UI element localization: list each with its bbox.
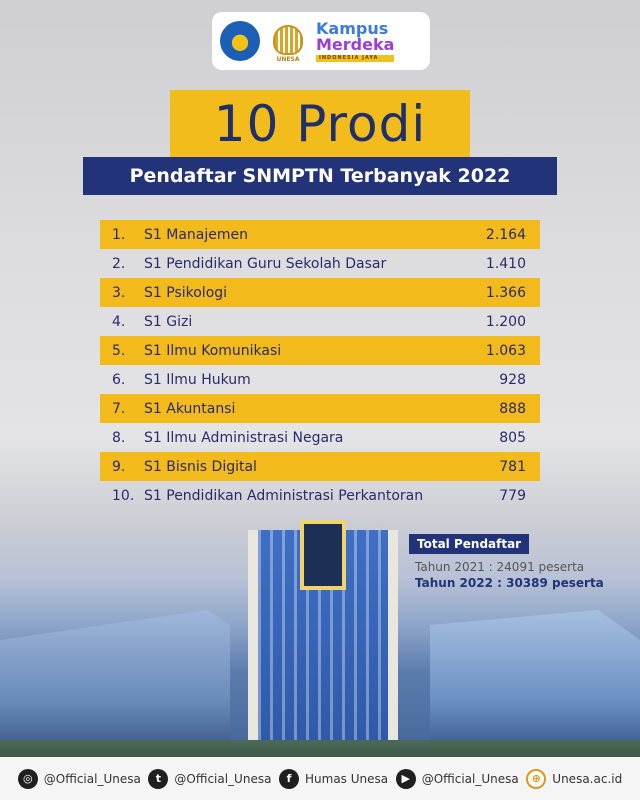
total-2021: Tahun 2021 : 24091 peserta [415, 560, 585, 574]
kampus-merdeka-line2: Merdeka [316, 34, 395, 54]
footer-facebook[interactable]: f Humas Unesa [279, 768, 389, 789]
table-row: 7. S1 Akuntansi 888 [100, 394, 540, 423]
row-number: 3. [112, 284, 126, 301]
page-subtitle: Pendaftar SNMPTN Terbanyak 2022 [129, 165, 511, 187]
row-number: 9. [112, 458, 126, 475]
footer-instagram[interactable]: ◎ @Official_Unesa [17, 768, 141, 789]
row-applicant-count: 928 [499, 371, 526, 388]
table-row: 9. S1 Bisnis Digital 781 [100, 452, 540, 481]
row-applicant-count: 2.164 [485, 226, 526, 243]
footer-youtube-label: @Official_Unesa [421, 771, 519, 786]
unesa-logo-label: UNESA [276, 56, 300, 63]
table-row: 5. S1 Ilmu Komunikasi 1.063 [100, 336, 540, 365]
row-program-name: S1 Ilmu Hukum [144, 371, 251, 388]
title-banner: 10 Prodi [170, 90, 470, 158]
table-row: 8. S1 Ilmu Administrasi Negara 805 [100, 423, 540, 452]
row-number: 1. [112, 226, 126, 243]
row-applicant-count: 888 [499, 400, 526, 417]
row-applicant-count: 781 [499, 458, 526, 475]
row-program-name: S1 Ilmu Komunikasi [144, 342, 282, 359]
logo-card: UNESA Kampus Merdeka INDONESIA JAYA [212, 12, 430, 70]
footer-facebook-label: Humas Unesa [305, 771, 389, 786]
row-applicant-count: 1.410 [485, 255, 526, 272]
row-program-name: S1 Bisnis Digital [144, 458, 257, 475]
unesa-logo-icon: UNESA [268, 19, 308, 63]
campus-building-right [430, 610, 640, 760]
table-row: 10. S1 Pendidikan Administrasi Perkantora… [100, 481, 540, 510]
instagram-icon: ◎ [17, 768, 38, 789]
kemdikbud-logo-icon [220, 21, 260, 61]
row-number: 6. [112, 371, 126, 388]
kampus-merdeka-logo: Kampus Merdeka INDONESIA JAYA [316, 18, 395, 62]
globe-icon: ⊕ [526, 768, 547, 789]
row-applicant-count: 1.063 [485, 342, 526, 359]
row-number: 4. [112, 313, 126, 330]
campus-building-left [0, 610, 230, 760]
row-program-name: S1 Pendidikan Guru Sekolah Dasar [144, 255, 387, 272]
kampus-merdeka-tagline: INDONESIA JAYA [316, 54, 395, 62]
facebook-icon: f [279, 768, 299, 789]
table-row: 3. S1 Psikologi 1.366 [100, 278, 540, 307]
table-row: 1. S1 Manajemen 2.164 [100, 220, 540, 249]
subtitle-banner: Pendaftar SNMPTN Terbanyak 2022 [83, 157, 557, 195]
footer-twitter-label: @Official_Unesa [174, 771, 272, 786]
row-program-name: S1 Manajemen [144, 226, 248, 243]
kampus-merdeka-line1: Kampus [316, 18, 389, 38]
row-number: 10. [112, 487, 135, 504]
tower-emblem [300, 520, 346, 590]
row-applicant-count: 779 [499, 487, 526, 504]
footer-website[interactable]: ⊕ Unesa.ac.id [526, 768, 623, 789]
row-number: 5. [112, 342, 126, 359]
row-applicant-count: 1.366 [485, 284, 526, 301]
total-summary: Total Pendaftar Tahun 2021 : 24091 peser… [409, 533, 609, 590]
campus-tower [248, 530, 398, 760]
footer-youtube[interactable]: ▶ @Official_Unesa [395, 768, 519, 789]
table-row: 6. S1 Ilmu Hukum 928 [100, 365, 540, 394]
row-applicant-count: 805 [499, 429, 526, 446]
row-number: 8. [112, 429, 126, 446]
total-2022: Tahun 2022 : 30389 peserta [415, 576, 604, 590]
row-number: 2. [112, 255, 126, 272]
youtube-icon: ▶ [395, 768, 416, 789]
twitter-icon: t [148, 768, 169, 789]
footer-instagram-label: @Official_Unesa [43, 771, 141, 786]
total-label: Total Pendaftar [409, 534, 530, 554]
table-row: 4. S1 Gizi 1.200 [100, 307, 540, 336]
social-footer: ◎ @Official_Unesa t @Official_Unesa f Hu… [0, 757, 640, 800]
row-program-name: S1 Psikologi [144, 284, 228, 301]
footer-website-label: Unesa.ac.id [552, 771, 623, 786]
table-row: 2. S1 Pendidikan Guru Sekolah Dasar 1.410 [100, 249, 540, 278]
row-program-name: S1 Gizi [144, 313, 193, 330]
row-program-name: S1 Akuntansi [144, 400, 236, 417]
row-program-name: S1 Ilmu Administrasi Negara [144, 429, 344, 446]
row-applicant-count: 1.200 [485, 313, 526, 330]
page-title: 10 Prodi [213, 95, 427, 153]
row-number: 7. [112, 400, 126, 417]
row-program-name: S1 Pendidikan Administrasi Perkantoran [144, 487, 424, 504]
ranking-table: 1. S1 Manajemen 2.164 2. S1 Pendidikan Guru … [100, 220, 540, 510]
footer-twitter[interactable]: t @Official_Unesa [148, 768, 272, 789]
